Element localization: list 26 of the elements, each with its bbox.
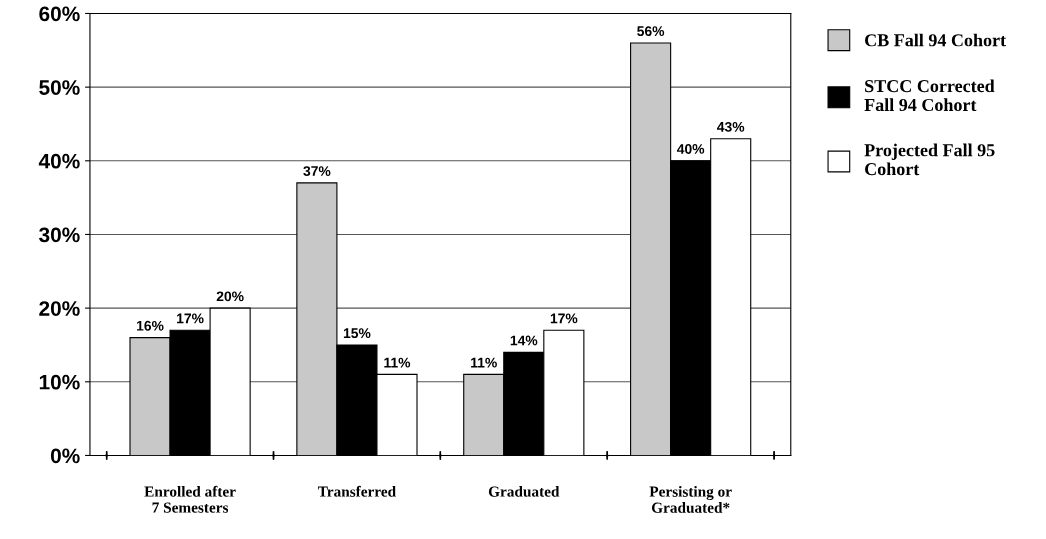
y-tick-label: 20%: [39, 301, 80, 316]
data-label: 37%: [303, 166, 331, 177]
data-label: 40%: [676, 144, 705, 154]
data-label: 17%: [177, 313, 204, 324]
data-label: 56%: [637, 26, 665, 37]
x-tick-label: Persisting or Graduated*: [649, 486, 732, 513]
y-tick-label: 0%: [50, 448, 80, 464]
data-label: 20%: [216, 291, 244, 302]
data-label: 14%: [510, 335, 538, 346]
x-tick-label: Graduated: [488, 486, 560, 497]
legend-label: Projected Fall 95 Cohort: [864, 143, 995, 176]
data-label: 11%: [384, 357, 411, 368]
legend-label: STCC Corrected Fall 94 Cohort: [864, 79, 995, 112]
y-tick-label: 30%: [39, 227, 80, 243]
data-label: 15%: [343, 328, 371, 339]
data-label: 11%: [471, 357, 497, 368]
data-label: 17%: [550, 313, 578, 324]
y-tick-label: 60%: [39, 6, 80, 22]
data-label: 43%: [717, 121, 745, 132]
legend-label: CB Fall 94 Cohort: [865, 33, 1007, 47]
y-tick-label: 50%: [39, 80, 80, 95]
x-tick-label: Transferred: [317, 485, 396, 497]
x-tick-label: Enrolled after 7 Semesters: [144, 485, 236, 513]
y-tick-label: 10%: [39, 374, 80, 390]
data-label: 16%: [137, 320, 164, 331]
y-tick-label: 40%: [38, 153, 80, 169]
